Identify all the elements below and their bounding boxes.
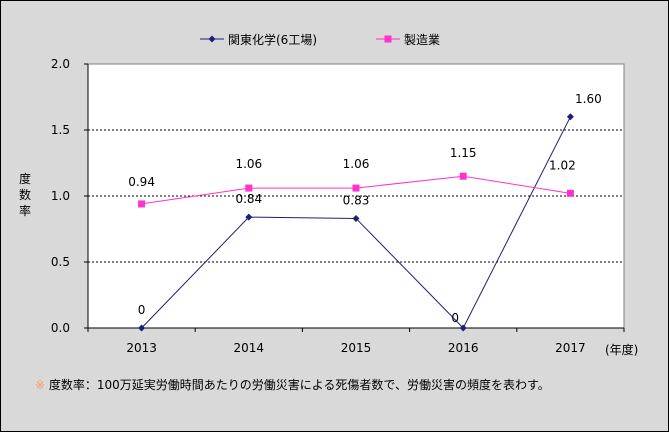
- footnote-mark: ※: [35, 378, 46, 392]
- y-tick-label: 0.0: [51, 321, 70, 335]
- data-point-diamond: [566, 113, 574, 121]
- y-tick-label: 1.5: [51, 123, 70, 137]
- data-label: 1.06: [343, 157, 370, 171]
- data-point-square: [459, 172, 467, 180]
- data-point-diamond: [138, 324, 146, 332]
- legend-marker-diamond: [208, 35, 216, 43]
- y-tick-label: 1.0: [51, 189, 70, 203]
- data-point-diamond: [459, 324, 467, 332]
- x-unit-label: (年度): [605, 342, 638, 357]
- x-tick-label: 2016: [448, 341, 479, 355]
- legend-label: 製造業: [404, 33, 440, 47]
- x-tick-label: 2017: [555, 341, 586, 355]
- x-tick-label: 2015: [341, 341, 372, 355]
- data-point-square: [245, 184, 253, 192]
- data-label: 0: [451, 311, 459, 325]
- legend-marker-square: [384, 35, 392, 43]
- legend-label: 関東化学(6工場): [228, 32, 317, 47]
- data-point-diamond: [245, 213, 253, 221]
- data-point-square: [352, 184, 360, 192]
- data-label: 0.83: [343, 193, 370, 207]
- data-point-square: [138, 200, 146, 208]
- x-tick-label: 2014: [234, 341, 265, 355]
- y-axis-label: 度数率: [19, 171, 31, 218]
- data-label: 0.84: [235, 192, 262, 206]
- data-label: 0.94: [128, 175, 155, 189]
- data-point-diamond: [352, 214, 360, 222]
- footnote-text: 度数率：100万延実労働時間あたりの労働災害による死傷者数で、労働災害の頻度を表…: [45, 378, 550, 392]
- data-point-square: [566, 189, 574, 197]
- footnote: ※ 度数率：100万延実労働時間あたりの労働災害による死傷者数で、労働災害の頻度…: [35, 376, 550, 393]
- data-label: 1.06: [235, 157, 262, 171]
- data-label: 1.60: [575, 92, 602, 106]
- data-label: 0: [138, 303, 146, 317]
- x-tick-label: 2013: [126, 341, 157, 355]
- y-tick-label: 0.5: [51, 255, 70, 269]
- y-tick-label: 2.0: [51, 57, 70, 71]
- data-label: 1.02: [549, 158, 576, 172]
- data-label: 1.15: [450, 146, 477, 160]
